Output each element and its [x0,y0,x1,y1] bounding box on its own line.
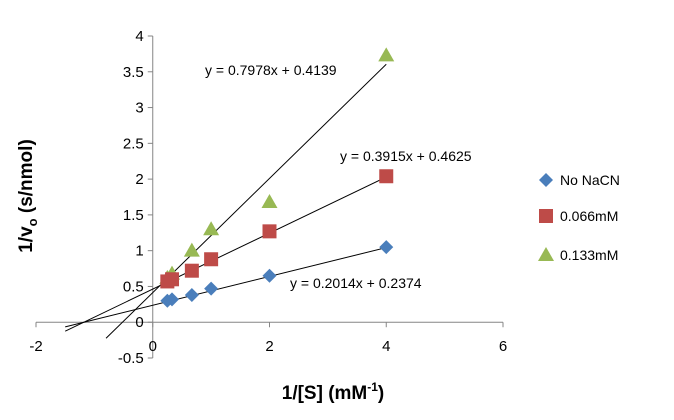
legend-marker [539,173,553,187]
legend: No NaCN 0.066mM 0.133mM [538,172,620,263]
x-tick-label: 6 [499,338,507,355]
data-point-series-1 [184,263,199,278]
y-tick-label: 2.5 [123,135,144,152]
data-point-series-0 [204,281,219,296]
y-tick-label: 3 [135,100,143,117]
trendline-equation-label: y = 0.7978x + 0.4139 [205,62,337,78]
data-point-series-0 [165,292,180,307]
trendline-equation-label: y = 0.3915x + 0.4625 [340,148,472,164]
data-point-series-0 [184,288,199,303]
axis-titles: 1/[S] (mM-1) 1/vo (s/nmol) [16,139,384,404]
x-axis-title-main: 1/[S] (mM [282,383,368,404]
trendlines [64,63,387,339]
y-axis-title-sub: o [25,218,40,226]
y-axis-title-main: 1/v [16,226,37,253]
trendline-equation-label: y = 0.2014x + 0.2374 [290,275,422,291]
x-tick-label: -2 [29,338,42,355]
data-point-series-1 [165,272,180,287]
x-tick-label: 0 [149,338,157,355]
legend-entry-label: 0.133mM [560,247,618,263]
data-point-series-1 [379,169,394,184]
y-tick-label: 0.5 [123,278,144,295]
trendline-equations: y = 0.2014x + 0.2374 y = 0.3915x + 0.4625… [205,62,472,291]
data-point-series-0 [262,268,277,283]
y-tick-label: 4 [135,28,143,45]
x-axis-title: 1/[S] (mM-1) [282,380,385,404]
y-tick-label: 3.5 [123,64,144,81]
data-point-series-0 [379,240,394,255]
data-point-series-2 [203,221,220,236]
x-tick-label: 4 [382,338,390,355]
data-point-series-2 [378,47,395,62]
legend-marker [538,247,554,261]
legend-marker [539,209,553,223]
x-axis-title-end: ) [378,383,384,404]
y-tick-label: 0 [135,314,143,331]
axes: -0.5 0 0.5 1 1.5 2 2.5 3 3.5 4 -2 0 2 4 6 [29,28,507,367]
y-tick-label: 1 [135,243,143,260]
trendline-series-2 [105,63,387,339]
y-tick-label: 2 [135,171,143,188]
trendline-series-1 [64,176,387,332]
data-point-series-2 [261,194,278,209]
legend-entry-label: No NaCN [560,172,620,188]
data-point-series-1 [262,224,277,239]
y-axis-title-end: (s/nmol) [16,139,37,218]
data-point-series-2 [183,242,200,257]
legend-entry-label: 0.066mM [560,208,618,224]
y-axis-title: 1/vo (s/nmol) [16,139,40,253]
data-point-series-1 [204,252,219,267]
y-tick-label: 1.5 [123,207,144,224]
y-tick-label: -0.5 [118,350,144,367]
data-points [159,47,395,308]
x-axis-title-sup: -1 [367,380,378,394]
x-tick-label: 2 [265,338,273,355]
trendline-series-0 [65,247,387,328]
